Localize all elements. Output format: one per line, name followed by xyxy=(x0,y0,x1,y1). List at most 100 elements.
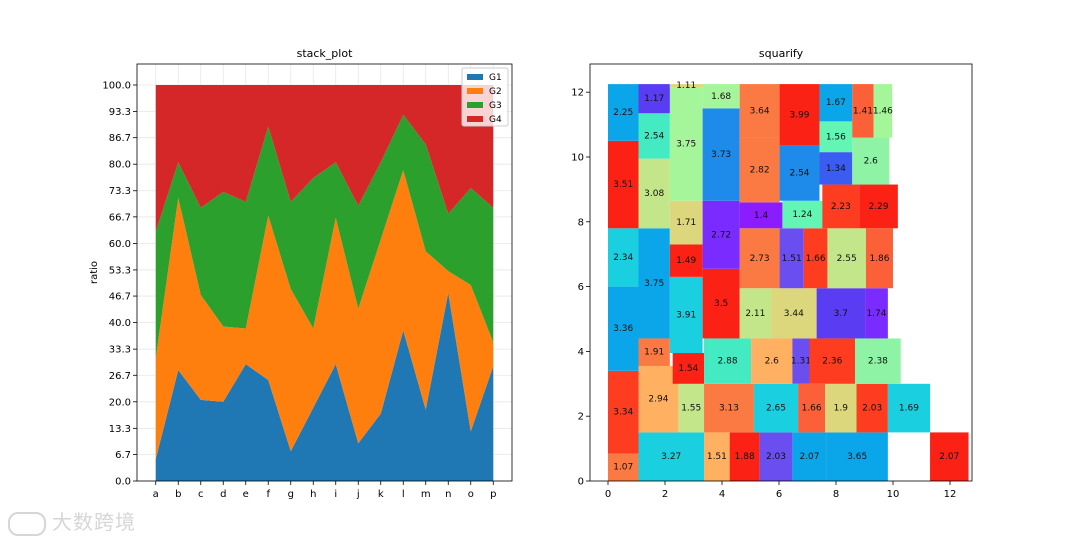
treemap-cell xyxy=(826,432,888,481)
treemap-cell-label: 2.34 xyxy=(613,253,633,263)
treemap-cell-label: 1.66 xyxy=(806,254,826,264)
chart-title: stack_plot xyxy=(297,47,353,60)
treemap-cell-label: 2.03 xyxy=(766,452,786,462)
treemap-cell-label: 1.24 xyxy=(792,210,812,220)
area-series-G4 xyxy=(155,85,494,232)
treemap-cell-label: 3.91 xyxy=(676,310,696,320)
treemap-cell-label: 1.69 xyxy=(899,404,919,414)
y-tick-label: 13.3 xyxy=(109,424,131,435)
treemap-cell-label: 1.88 xyxy=(735,452,755,462)
treemap-cell-label: 1.11 xyxy=(676,81,696,91)
treemap-cell-label: 1.17 xyxy=(644,94,664,104)
treemap-cell xyxy=(825,383,857,433)
treemap-cell xyxy=(792,432,827,481)
y-tick-label: 8 xyxy=(578,217,584,228)
treemap-cell-label: 3.51 xyxy=(613,180,633,190)
treemap-cell-label: 1.68 xyxy=(711,92,731,102)
treemap-cell-label: 2.36 xyxy=(822,357,842,367)
treemap-cell xyxy=(822,184,860,229)
treemap-cell xyxy=(638,338,670,366)
treemap-cell xyxy=(669,276,703,354)
x-tick-label: a xyxy=(153,489,159,500)
treemap-cell-label: 1.74 xyxy=(866,309,886,319)
treemap-cell-label: 1.67 xyxy=(826,98,846,108)
watermark-logo-icon xyxy=(8,511,46,536)
x-tick-label: o xyxy=(468,489,474,500)
treemap-cell xyxy=(702,84,740,109)
stack-plot-chart: 0.0 6.7 13.3 20.0 26.7 33.3 40.0 46.7 53.3 60.0 66… xyxy=(89,47,513,500)
treemap-cell xyxy=(827,228,866,289)
treemap-cell xyxy=(638,113,670,159)
treemap-cell xyxy=(852,137,890,185)
treemap-cell-label: 1.34 xyxy=(826,164,846,174)
treemap-cell xyxy=(702,108,740,201)
legend: G1 G2 G3 G4 xyxy=(461,67,509,127)
treemap-cell xyxy=(704,432,730,481)
treemap-cell xyxy=(702,200,740,269)
treemap-cell xyxy=(819,84,853,122)
treemap-cell xyxy=(669,244,703,277)
treemap-cell xyxy=(819,152,853,185)
treemap-cell xyxy=(887,383,931,433)
treemap-cell-label: 3.75 xyxy=(676,140,696,150)
treemap-cell-label: 1.71 xyxy=(676,218,696,228)
treemap-cell-label: 2.65 xyxy=(766,404,786,414)
y-tick-label: 0.0 xyxy=(115,477,131,488)
treemap-cell xyxy=(608,140,639,229)
treemap-cell xyxy=(638,228,670,339)
treemap-cell-label: 3.27 xyxy=(661,452,681,462)
treemap-cell xyxy=(608,286,639,371)
treemap-cell xyxy=(759,432,793,481)
y-tick-label: 100.0 xyxy=(102,81,131,92)
treemap-cell-label: 1.46 xyxy=(873,106,893,116)
x-tick-label: i xyxy=(334,489,337,500)
y-tick-label: 2 xyxy=(578,412,584,423)
x-tick-label: 8 xyxy=(833,489,839,500)
treemap-cell-label: 1.07 xyxy=(613,463,633,473)
treemap-cell-label: 2.72 xyxy=(711,230,731,240)
treemap-cell xyxy=(704,383,754,433)
treemap-cell-label: 2.03 xyxy=(862,404,882,414)
y-axis-label: ratio xyxy=(89,261,100,284)
treemap-cell-label: 3.36 xyxy=(613,324,633,334)
treemap-cell xyxy=(751,338,793,384)
x-tick-label: j xyxy=(356,489,360,500)
treemap-cell-label: 2.54 xyxy=(644,131,664,141)
treemap-cell-label: 3.99 xyxy=(789,110,809,120)
treemap-cell-label: 2.23 xyxy=(831,202,851,212)
treemap-cell-label: 2.55 xyxy=(837,254,857,264)
treemap-cell xyxy=(779,228,804,289)
treemap-cell xyxy=(809,338,856,384)
plot-frame xyxy=(136,63,513,482)
legend-swatch xyxy=(467,88,483,94)
treemap-cell-label: 2.11 xyxy=(745,309,765,319)
treemap-cell-label: 1.91 xyxy=(644,348,664,358)
treemap-cell-label: 2.73 xyxy=(750,254,770,264)
treemap-cell-label: 1.86 xyxy=(869,254,889,264)
treemap-cell xyxy=(792,338,810,384)
treemap-cell xyxy=(672,353,705,384)
treemap-cell-label: 3.13 xyxy=(719,404,739,414)
treemap-cell xyxy=(873,84,893,138)
y-tick-label: 20.0 xyxy=(109,397,131,408)
treemap-cell-label: 3.7 xyxy=(834,309,848,319)
treemap-cell xyxy=(702,268,740,339)
y-tick-label: 4 xyxy=(578,347,584,358)
treemap-cell xyxy=(779,145,820,201)
treemap-cell xyxy=(739,228,780,289)
x-tick-label: d xyxy=(220,489,226,500)
treemap-cell-label: 1.54 xyxy=(678,364,698,374)
treemap-cell xyxy=(739,84,780,138)
treemap-cell xyxy=(859,184,898,229)
y-tick-label: 93.3 xyxy=(109,107,131,118)
y-tick-label: 40.0 xyxy=(109,318,131,329)
treemap-cell-label: 3.65 xyxy=(847,452,867,462)
x-tick-label: n xyxy=(445,489,451,500)
x-tick-label: 4 xyxy=(719,489,725,500)
y-tick-label: 86.7 xyxy=(109,133,131,144)
squarify-chart: 1.07 3.34 3.36 2.34 3.51 2.25 3.27 1.51 1.88 2.03… xyxy=(571,47,973,500)
y-tick-label: 73.3 xyxy=(109,186,131,197)
treemap-cell-label: 2.38 xyxy=(868,357,888,367)
treemap-cell xyxy=(638,158,670,229)
